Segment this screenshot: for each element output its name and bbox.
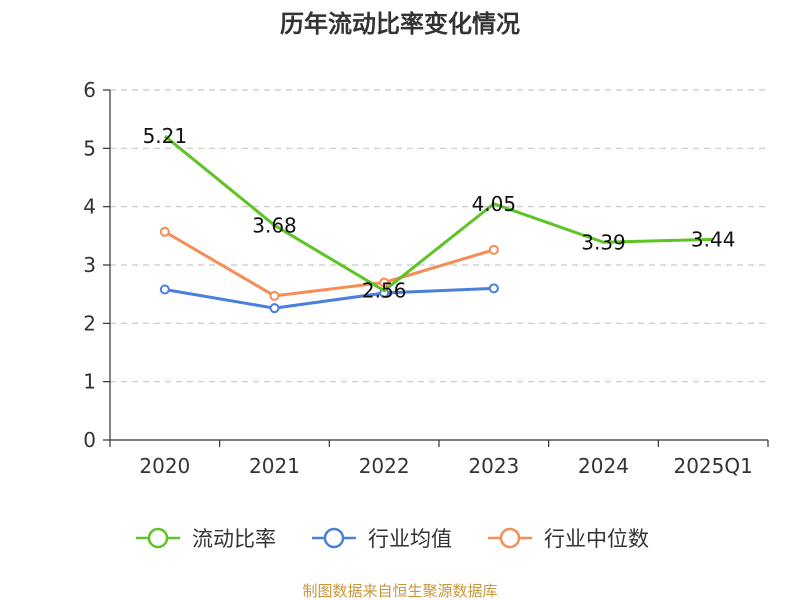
legend-item-1[interactable]: 行业均值	[312, 527, 452, 551]
legend-item-2[interactable]: 行业中位数	[488, 527, 649, 551]
data-label: 5.21	[143, 124, 188, 148]
series-point-2	[159, 226, 170, 237]
data-label: 3.44	[691, 227, 736, 251]
series-point-2	[269, 290, 280, 301]
legend-marker-icon	[499, 527, 521, 549]
series-group	[159, 134, 714, 314]
series-point-1	[488, 283, 499, 294]
legend-item-0[interactable]: 流动比率	[136, 527, 276, 551]
source-note: 制图数据来自恒生聚源数据库	[302, 582, 497, 600]
series-point-2	[379, 277, 390, 288]
chart-title: 历年流动比率变化情况	[280, 10, 520, 38]
data-label: 3.68	[252, 213, 297, 237]
data-label: 2.56	[362, 279, 407, 303]
legend-marker-icon	[147, 527, 169, 549]
series-point-1	[269, 303, 280, 314]
series-line-2	[164, 230, 495, 298]
y-tick-label: 3	[83, 253, 96, 277]
axes	[103, 89, 769, 447]
x-tick-label: 2020	[139, 454, 190, 478]
x-tick-label: 2025Q1	[673, 454, 752, 478]
y-tick-label: 6	[83, 78, 96, 102]
y-tick-label: 5	[83, 136, 96, 160]
y-tick-label: 1	[83, 370, 96, 394]
x-tick-label: 2021	[249, 454, 300, 478]
legend-marker-icon	[323, 527, 345, 549]
series-line-0	[163, 134, 714, 293]
x-tick-label: 2024	[578, 454, 629, 478]
legend-label: 行业中位数	[544, 527, 649, 551]
tick-labels: 0 1 2 3 4 5 6 2020 2021 2022 2023 2024 2025Q1	[83, 78, 753, 478]
grid-lines	[110, 89, 768, 383]
series-line-1	[164, 286, 494, 310]
data-label: 3.39	[581, 230, 626, 254]
x-tick-label: 2023	[468, 454, 519, 478]
legend[interactable]: 流动比率 行业均值 行业中位数	[136, 527, 649, 551]
y-tick-label: 4	[83, 195, 96, 219]
legend-label: 行业均值	[368, 527, 452, 551]
y-tick-label: 2	[83, 311, 96, 335]
series-point-1	[159, 284, 170, 295]
data-labels: 5.21 3.68 2.56 4.05 3.39 3.44	[143, 124, 736, 303]
data-label: 4.05	[472, 192, 517, 216]
x-tick-label: 2022	[359, 454, 410, 478]
legend-label: 流动比率	[192, 527, 276, 551]
series-point-2	[488, 244, 499, 255]
y-tick-label: 0	[83, 428, 96, 452]
